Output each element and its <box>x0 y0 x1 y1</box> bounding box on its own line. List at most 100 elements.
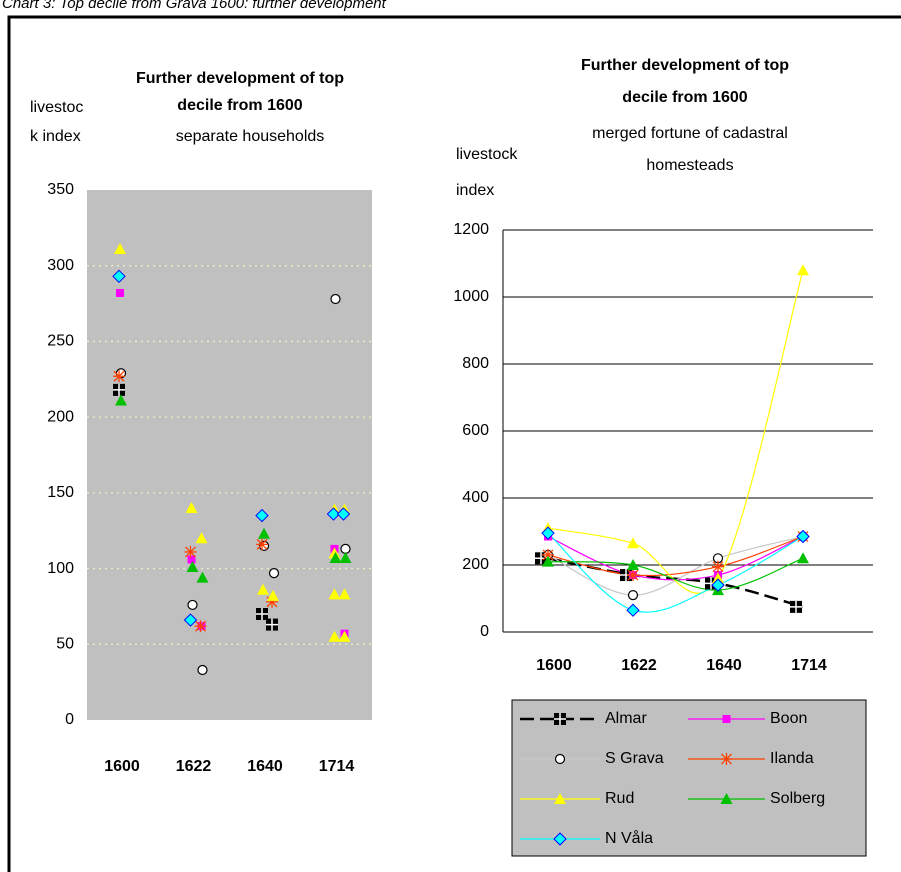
series-line <box>547 557 804 591</box>
y-tick-label: 250 <box>47 333 74 350</box>
marker <box>187 599 198 611</box>
marker <box>328 630 341 642</box>
marker-shape <box>720 753 733 765</box>
marker <box>626 603 640 617</box>
marker <box>113 383 125 396</box>
legend <box>511 699 867 857</box>
series-line <box>547 535 804 577</box>
marker <box>720 753 733 765</box>
y-tick-label: 200 <box>462 556 489 573</box>
marker-shape <box>542 548 554 561</box>
marker <box>183 613 198 627</box>
marker-shape <box>183 613 198 627</box>
x-tick-label: 1600 <box>104 758 140 775</box>
y-tick-label: 200 <box>47 408 74 425</box>
marker <box>338 630 351 642</box>
marker <box>553 832 567 846</box>
marker <box>542 555 554 567</box>
marker <box>542 548 554 561</box>
marker-shape <box>328 630 341 642</box>
y-axis-label: livestoc <box>30 99 83 116</box>
plot-area <box>87 190 372 720</box>
marker-shape <box>255 508 269 523</box>
legend-marker <box>553 832 567 846</box>
x-tick-label: 1600 <box>536 657 572 674</box>
marker-shape <box>553 832 567 846</box>
marker-shape <box>627 590 639 601</box>
marker <box>186 561 199 573</box>
marker-shape <box>627 537 639 549</box>
marker <box>627 537 639 549</box>
marker <box>720 793 733 804</box>
y-tick-label: 1200 <box>453 221 489 238</box>
marker <box>258 527 270 539</box>
marker <box>267 589 279 601</box>
marker-shape <box>185 502 198 513</box>
marker-shape <box>187 555 196 564</box>
chart-title: decile from 1600 <box>177 97 303 114</box>
marker <box>627 590 639 601</box>
marker-shape <box>797 552 809 564</box>
marker-shape <box>720 793 733 804</box>
y-tick-label: 50 <box>56 636 74 653</box>
marker <box>195 532 208 544</box>
y-tick-label: 600 <box>462 422 489 439</box>
marker-shape <box>116 288 124 297</box>
marker <box>256 608 268 620</box>
marker <box>554 793 566 804</box>
y-axis-label: k index <box>30 128 81 145</box>
x-tick-label: 1714 <box>791 657 827 674</box>
marker <box>268 568 280 579</box>
x-tick-label: 1714 <box>319 758 355 775</box>
y-tick-label: 150 <box>47 484 74 501</box>
marker <box>330 293 341 305</box>
marker <box>266 618 278 631</box>
chart-subtitle: merged fortune of cadastral <box>592 125 788 142</box>
marker <box>790 600 802 613</box>
marker-shape <box>796 529 810 544</box>
frame <box>7 15 901 872</box>
marker <box>797 552 809 564</box>
marker <box>185 502 198 513</box>
marker <box>114 243 126 255</box>
legend-marker <box>554 713 566 725</box>
marker <box>329 551 342 563</box>
marker-shape <box>113 370 125 383</box>
y-tick-label: 0 <box>480 623 489 640</box>
marker-shape <box>115 394 127 406</box>
marker <box>338 588 351 600</box>
y-tick-label: 1000 <box>453 288 489 305</box>
marker-shape <box>627 569 639 582</box>
y-tick-label: 0 <box>65 711 74 728</box>
marker <box>196 571 209 583</box>
marker <box>336 507 351 521</box>
marker <box>796 529 810 544</box>
marker-shape <box>266 595 278 608</box>
marker <box>194 620 207 633</box>
marker-shape <box>790 600 802 613</box>
x-tick-label: 1640 <box>706 657 742 674</box>
marker-shape <box>328 588 341 600</box>
y-axis-label: livestock <box>456 146 518 163</box>
marker <box>187 555 196 564</box>
marker <box>554 713 566 725</box>
chart-title: decile from 1600 <box>622 89 748 106</box>
marker <box>712 572 724 584</box>
series-line <box>547 557 804 609</box>
legend-marker <box>554 793 566 804</box>
marker-shape <box>329 551 342 563</box>
x-tick-label: 1640 <box>247 758 283 775</box>
marker <box>554 753 566 765</box>
marker-shape <box>554 753 566 765</box>
y-axis-label: index <box>456 182 494 199</box>
marker-shape <box>113 383 125 396</box>
marker-shape <box>256 608 268 620</box>
marker-shape <box>542 555 554 567</box>
marker <box>328 588 341 600</box>
marker-shape <box>186 561 199 573</box>
y-tick-label: 350 <box>47 181 74 198</box>
legend-label: Almar <box>605 710 647 727</box>
marker <box>541 526 555 540</box>
marker-shape <box>197 664 208 676</box>
